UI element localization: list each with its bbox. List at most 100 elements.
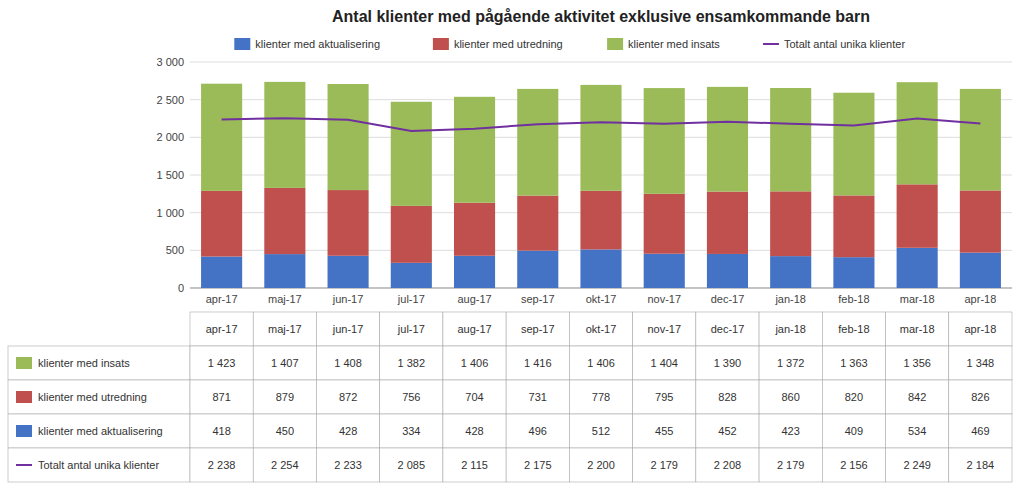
x-tick-label: maj-17 xyxy=(268,293,302,305)
table-cell xyxy=(316,346,379,380)
bar xyxy=(960,190,1001,252)
grid-line xyxy=(190,62,1012,63)
table-cell xyxy=(759,312,822,346)
table-cell xyxy=(443,414,506,448)
table-row-label: klienter med insats xyxy=(38,357,130,369)
table-cell xyxy=(949,380,1012,414)
table-value: 1 390 xyxy=(714,357,742,369)
y-tick-label: 1 500 xyxy=(156,169,184,181)
table-cell xyxy=(506,346,569,380)
table-cell xyxy=(633,346,696,380)
table-value: 418 xyxy=(212,425,230,437)
bar xyxy=(517,89,558,196)
bar xyxy=(833,195,874,257)
table-cell xyxy=(949,312,1012,346)
table-value: 428 xyxy=(339,425,357,437)
table-cell xyxy=(380,312,443,346)
table-row-label: klienter med utredning xyxy=(38,391,147,403)
table-value: 828 xyxy=(718,391,736,403)
bar xyxy=(454,256,495,288)
bar xyxy=(264,254,305,288)
table-row-header xyxy=(8,414,190,448)
x-tick-label: apr-17 xyxy=(206,293,238,305)
table-cell xyxy=(949,346,1012,380)
table-value: 795 xyxy=(655,391,673,403)
table-cell xyxy=(886,448,949,482)
table-value: 1 348 xyxy=(967,357,995,369)
table-value: 871 xyxy=(212,391,230,403)
title: Antal klienter med pågående aktivitet ex… xyxy=(332,8,870,25)
bar xyxy=(580,191,621,250)
table-value: 860 xyxy=(782,391,800,403)
table-cell xyxy=(316,312,379,346)
bar xyxy=(391,263,432,288)
table-value: 428 xyxy=(465,425,483,437)
bar xyxy=(960,89,1001,191)
table-header: jan-18 xyxy=(774,323,806,335)
table-value: 1 408 xyxy=(334,357,362,369)
bar xyxy=(770,191,811,256)
table-value: 469 xyxy=(971,425,989,437)
table-value: 1 363 xyxy=(840,357,868,369)
table-value: 1 372 xyxy=(777,357,805,369)
table-cell xyxy=(822,346,885,380)
table-cell xyxy=(316,414,379,448)
table-cell xyxy=(190,312,253,346)
table-value: 731 xyxy=(529,391,547,403)
table-value: 2 085 xyxy=(398,459,426,471)
bar xyxy=(328,190,369,256)
bar xyxy=(897,248,938,288)
x-axis: apr-17maj-17jun-17jul-17aug-17sep-17okt-… xyxy=(206,293,997,305)
table-cell xyxy=(569,380,632,414)
table-value: 1 382 xyxy=(398,357,426,369)
table-cell xyxy=(949,414,1012,448)
table-value: 2 238 xyxy=(208,459,236,471)
y-tick-label: 2 500 xyxy=(156,94,184,106)
table-value: 2 115 xyxy=(461,459,488,471)
table-cell xyxy=(506,380,569,414)
table-cell xyxy=(253,448,316,482)
table-cell xyxy=(886,346,949,380)
table-value: 452 xyxy=(718,425,736,437)
table-cell xyxy=(569,312,632,346)
bar xyxy=(517,196,558,251)
table-header: mar-18 xyxy=(900,323,935,335)
x-tick-label: jun-17 xyxy=(332,293,364,305)
bar xyxy=(707,192,748,254)
x-tick-label: feb-18 xyxy=(838,293,869,305)
table-swatch xyxy=(16,464,32,466)
bar xyxy=(328,84,369,190)
table-value: 2 184 xyxy=(967,459,995,471)
table-value: 820 xyxy=(845,391,863,403)
table-value: 1 416 xyxy=(524,357,552,369)
table-row-label: Totalt antal unika klienter xyxy=(38,459,159,471)
y-tick-label: 0 xyxy=(178,282,184,294)
x-tick-label: aug-17 xyxy=(457,293,491,305)
x-tick-label: jan-18 xyxy=(774,293,806,305)
table-cell xyxy=(696,380,759,414)
table-cell xyxy=(253,312,316,346)
table-value: 2 179 xyxy=(650,459,678,471)
table-cell xyxy=(253,380,316,414)
marks xyxy=(201,82,1001,288)
table-cell xyxy=(696,414,759,448)
table-cell xyxy=(569,448,632,482)
table-value: 450 xyxy=(276,425,294,437)
table-cell xyxy=(380,380,443,414)
table-value: 2 156 xyxy=(840,459,868,471)
table-value: 2 233 xyxy=(334,459,362,471)
table-swatch xyxy=(16,357,32,369)
table-cell xyxy=(190,380,253,414)
table-cell xyxy=(886,414,949,448)
bar xyxy=(644,88,685,194)
table-swatch xyxy=(16,425,32,437)
table-row-header xyxy=(8,380,190,414)
table-cell xyxy=(949,448,1012,482)
bar xyxy=(328,256,369,288)
table-value: 334 xyxy=(402,425,420,437)
bar xyxy=(833,257,874,288)
bar xyxy=(897,82,938,184)
bar xyxy=(707,254,748,288)
table-header: apr-18 xyxy=(964,323,996,335)
y-tick-label: 500 xyxy=(166,244,184,256)
